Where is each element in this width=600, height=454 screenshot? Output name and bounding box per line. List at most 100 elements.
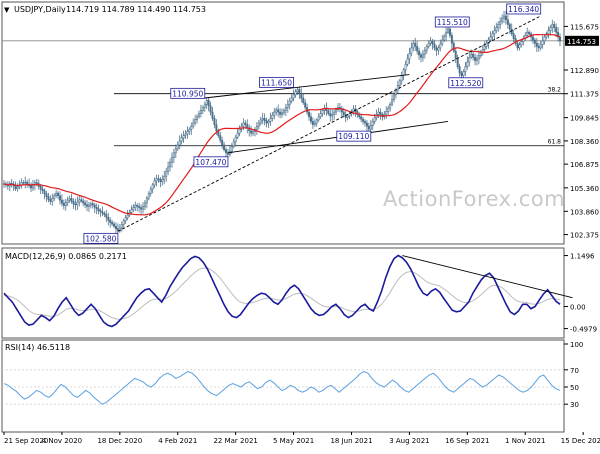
candle-body bbox=[447, 28, 450, 33]
candle-body bbox=[257, 122, 260, 127]
candle-body bbox=[172, 152, 175, 158]
watermark: ActionForex.com bbox=[383, 187, 565, 211]
price-y-tick-label: 103.860 bbox=[570, 208, 599, 216]
rsi-y-tick-label: 100 bbox=[570, 341, 583, 349]
candle-body bbox=[535, 42, 538, 47]
candle-body bbox=[365, 122, 368, 127]
current-price-tag bbox=[565, 35, 599, 46]
candle-body bbox=[452, 42, 455, 52]
candle-body bbox=[39, 186, 42, 190]
candle-body bbox=[89, 203, 92, 206]
candle-body bbox=[300, 93, 303, 99]
candle-body bbox=[472, 53, 475, 58]
chart-ohlc-label: 114.719 114.789 114.490 114.753 bbox=[66, 5, 206, 14]
candle-body bbox=[460, 72, 463, 77]
candle-body bbox=[290, 97, 293, 102]
candle-body bbox=[543, 36, 546, 42]
candle-body bbox=[169, 161, 172, 168]
candle-body bbox=[194, 119, 197, 124]
candle-body bbox=[445, 31, 448, 37]
candle-body bbox=[539, 44, 542, 49]
candle-body bbox=[68, 198, 71, 201]
candle-body bbox=[443, 35, 446, 41]
candle-body bbox=[138, 206, 141, 208]
candle-body bbox=[184, 133, 187, 136]
candle-body bbox=[352, 108, 355, 112]
price-y-tick-label: 112.890 bbox=[570, 67, 599, 75]
candle-body bbox=[304, 102, 307, 108]
x-tick-label: 22 Mar 2021 bbox=[213, 437, 257, 445]
collapse-icon[interactable]: ▼ bbox=[4, 6, 10, 14]
candle-body bbox=[124, 217, 127, 222]
candle-body bbox=[448, 28, 451, 36]
candle-body bbox=[389, 103, 392, 109]
rsi-layer bbox=[3, 370, 561, 405]
macd-layer bbox=[3, 254, 573, 328]
candle-body bbox=[209, 105, 212, 113]
price-layer: 116.340 115.510 112.520 111.650 110.950 109.1… bbox=[3, 3, 561, 244]
candle-body bbox=[91, 203, 94, 206]
candle-body bbox=[429, 40, 432, 44]
candle-body bbox=[371, 121, 374, 126]
candle-body bbox=[391, 99, 394, 105]
candle-body bbox=[103, 212, 106, 215]
rsi-line bbox=[3, 370, 561, 405]
candle-body bbox=[547, 30, 550, 35]
candle-body bbox=[313, 122, 316, 125]
candle-body bbox=[66, 199, 69, 203]
price-y-tick-label: 106.875 bbox=[570, 161, 599, 169]
candle-body bbox=[410, 47, 413, 54]
candle-body bbox=[348, 113, 351, 117]
candle-body bbox=[555, 27, 558, 33]
candle-body bbox=[315, 119, 318, 124]
candle-body bbox=[93, 204, 96, 208]
price-label-box bbox=[259, 76, 294, 88]
candle-body bbox=[221, 139, 224, 146]
candle-body bbox=[211, 111, 214, 119]
candle-body bbox=[165, 171, 168, 177]
candle-body bbox=[170, 157, 173, 163]
candle-body bbox=[551, 24, 554, 28]
candle-body bbox=[416, 46, 419, 52]
candle-body bbox=[418, 50, 421, 56]
candle-body bbox=[201, 107, 204, 111]
candle-body bbox=[134, 204, 137, 208]
candle-body bbox=[487, 39, 490, 44]
candle-body bbox=[261, 118, 264, 121]
candle-body bbox=[402, 69, 405, 76]
candle-body bbox=[157, 178, 160, 180]
candle-body bbox=[101, 211, 104, 214]
candle-body bbox=[271, 114, 274, 119]
candle-body bbox=[190, 125, 193, 130]
candle-body bbox=[86, 204, 88, 207]
candle-body bbox=[373, 117, 376, 122]
fib-level-label: 61.8 bbox=[548, 139, 562, 146]
candle-body bbox=[493, 30, 496, 35]
candle-body bbox=[495, 27, 498, 31]
candle-body bbox=[113, 223, 116, 227]
candle-body bbox=[311, 121, 314, 125]
price-label: 111.650 bbox=[261, 78, 292, 87]
candle-body bbox=[335, 109, 338, 113]
candle-body bbox=[512, 33, 515, 39]
candle-body bbox=[238, 129, 241, 134]
candle-body bbox=[545, 33, 548, 38]
candle-body bbox=[474, 57, 477, 61]
price-panel-frame bbox=[1, 1, 565, 245]
candle-body bbox=[541, 40, 544, 46]
candle-body bbox=[520, 41, 523, 46]
candle-body bbox=[97, 208, 100, 211]
candle-body bbox=[553, 24, 556, 28]
price-label-box bbox=[506, 3, 542, 15]
candle-body bbox=[396, 85, 399, 91]
candle-body bbox=[140, 207, 143, 210]
rsi-y-tick-label: 30 bbox=[570, 401, 579, 409]
price-y-tick-label: 108.360 bbox=[570, 138, 599, 146]
candle-body bbox=[549, 27, 552, 31]
grid-layer: 38.2 61.8 bbox=[2, 40, 564, 405]
candle-body bbox=[470, 53, 473, 58]
candle-body bbox=[423, 49, 426, 55]
candle-body bbox=[394, 89, 397, 96]
candle-body bbox=[559, 36, 561, 42]
candle-body bbox=[533, 39, 536, 44]
